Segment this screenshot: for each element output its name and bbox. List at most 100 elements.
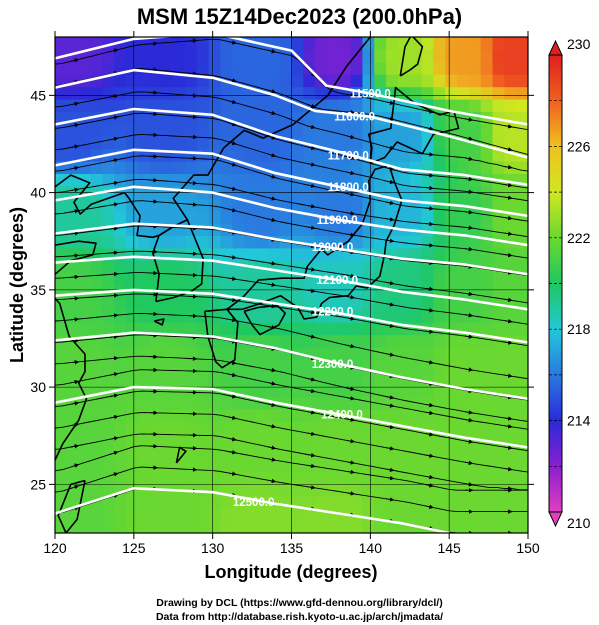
field-cell <box>66 272 80 286</box>
wind-arrow <box>386 467 395 473</box>
field-cell <box>303 37 316 50</box>
field-cell <box>220 508 233 522</box>
colorbar-min-triangle <box>548 511 563 528</box>
field-cell <box>161 173 174 187</box>
field-cell <box>173 409 186 422</box>
field-cell <box>137 508 151 522</box>
field-cell <box>303 223 316 236</box>
streamline <box>55 200 528 259</box>
field-cell <box>338 347 352 360</box>
wind-arrow <box>425 126 434 131</box>
field-cell <box>433 446 446 460</box>
field-cell <box>149 210 163 224</box>
field-cell <box>161 99 174 112</box>
field-cell <box>220 371 233 385</box>
contour-label: 12300.0 <box>312 359 354 371</box>
wind-arrow <box>228 40 237 45</box>
field-cell <box>386 260 399 274</box>
wind-arrow <box>110 334 119 340</box>
wind-arrow <box>425 260 434 266</box>
field-cell <box>66 285 80 298</box>
x-tick-label: 135 <box>280 540 304 556</box>
field-cell <box>504 309 517 323</box>
field-cell <box>90 471 103 484</box>
field-cell <box>433 495 446 509</box>
field-cell <box>374 37 387 50</box>
field-cell <box>386 61 399 75</box>
field-cell <box>421 272 434 286</box>
field-cell <box>66 309 80 323</box>
field-cell <box>516 210 528 224</box>
field-cell <box>421 111 434 125</box>
wind-arrow <box>425 474 434 480</box>
field-cell <box>173 247 186 261</box>
field-cell <box>196 37 210 50</box>
field-cell <box>362 99 375 112</box>
field-cell <box>90 123 103 137</box>
wind-arrow <box>110 48 119 53</box>
x-tick-label: 150 <box>516 540 540 556</box>
field-cell <box>114 272 127 286</box>
colorbar: 230 226 222 218 214 210 <box>548 36 591 531</box>
field-cell <box>55 173 68 187</box>
field-cell <box>516 285 528 298</box>
wind-arrow <box>110 293 119 298</box>
field-cell <box>338 99 352 112</box>
field-cell <box>291 161 304 174</box>
field-cell <box>409 396 423 410</box>
field-cell <box>256 74 269 88</box>
wind-arrow <box>425 152 434 157</box>
field-cell <box>409 433 423 447</box>
field-cell <box>208 359 222 373</box>
field-cell <box>338 37 352 50</box>
field-cell <box>480 458 494 472</box>
field-cell <box>173 173 186 187</box>
wind-arrow <box>110 472 119 477</box>
field-cell <box>445 495 458 509</box>
field-cell <box>208 409 222 422</box>
field-cell <box>173 99 186 112</box>
field-cell <box>291 322 304 336</box>
contour-label: 11700.0 <box>328 151 369 163</box>
field-cell <box>421 396 434 410</box>
field-cell <box>196 198 210 212</box>
field-cell <box>374 322 387 336</box>
wind-arrow <box>504 182 513 188</box>
field-cell <box>78 384 92 398</box>
field-cell <box>457 471 470 484</box>
field-cell <box>457 49 470 63</box>
field-cell <box>291 359 304 373</box>
field-cell <box>161 458 174 472</box>
field-cell <box>468 458 482 472</box>
wind-arrow <box>386 497 395 502</box>
field-cell <box>267 384 281 398</box>
field-cell <box>433 384 446 398</box>
field-cell <box>66 520 80 533</box>
field-cell <box>137 49 151 63</box>
field-cell <box>468 322 482 336</box>
field-cell <box>173 520 186 533</box>
field-cell <box>90 458 103 472</box>
field-cell <box>279 74 293 88</box>
field-cell <box>516 99 528 112</box>
field-cell <box>267 223 281 236</box>
field-cell <box>279 198 293 212</box>
x-tick-label: 140 <box>359 540 383 556</box>
field-cell <box>326 111 340 125</box>
wind-arrow <box>228 140 237 146</box>
field-cell <box>90 421 103 435</box>
field-cell <box>114 495 127 509</box>
field-cell <box>78 260 92 274</box>
field-cell <box>232 471 245 484</box>
field-cell <box>208 322 222 336</box>
wind-arrow <box>267 325 277 330</box>
field-cell <box>457 61 470 75</box>
field-cell <box>421 409 434 422</box>
x-tick-label: 125 <box>122 540 146 556</box>
field-cell <box>480 49 494 63</box>
field-cell <box>102 210 115 224</box>
field-cell <box>362 495 375 509</box>
field-cell <box>78 61 92 75</box>
wind-arrow <box>386 395 395 400</box>
field-cell <box>374 347 387 360</box>
